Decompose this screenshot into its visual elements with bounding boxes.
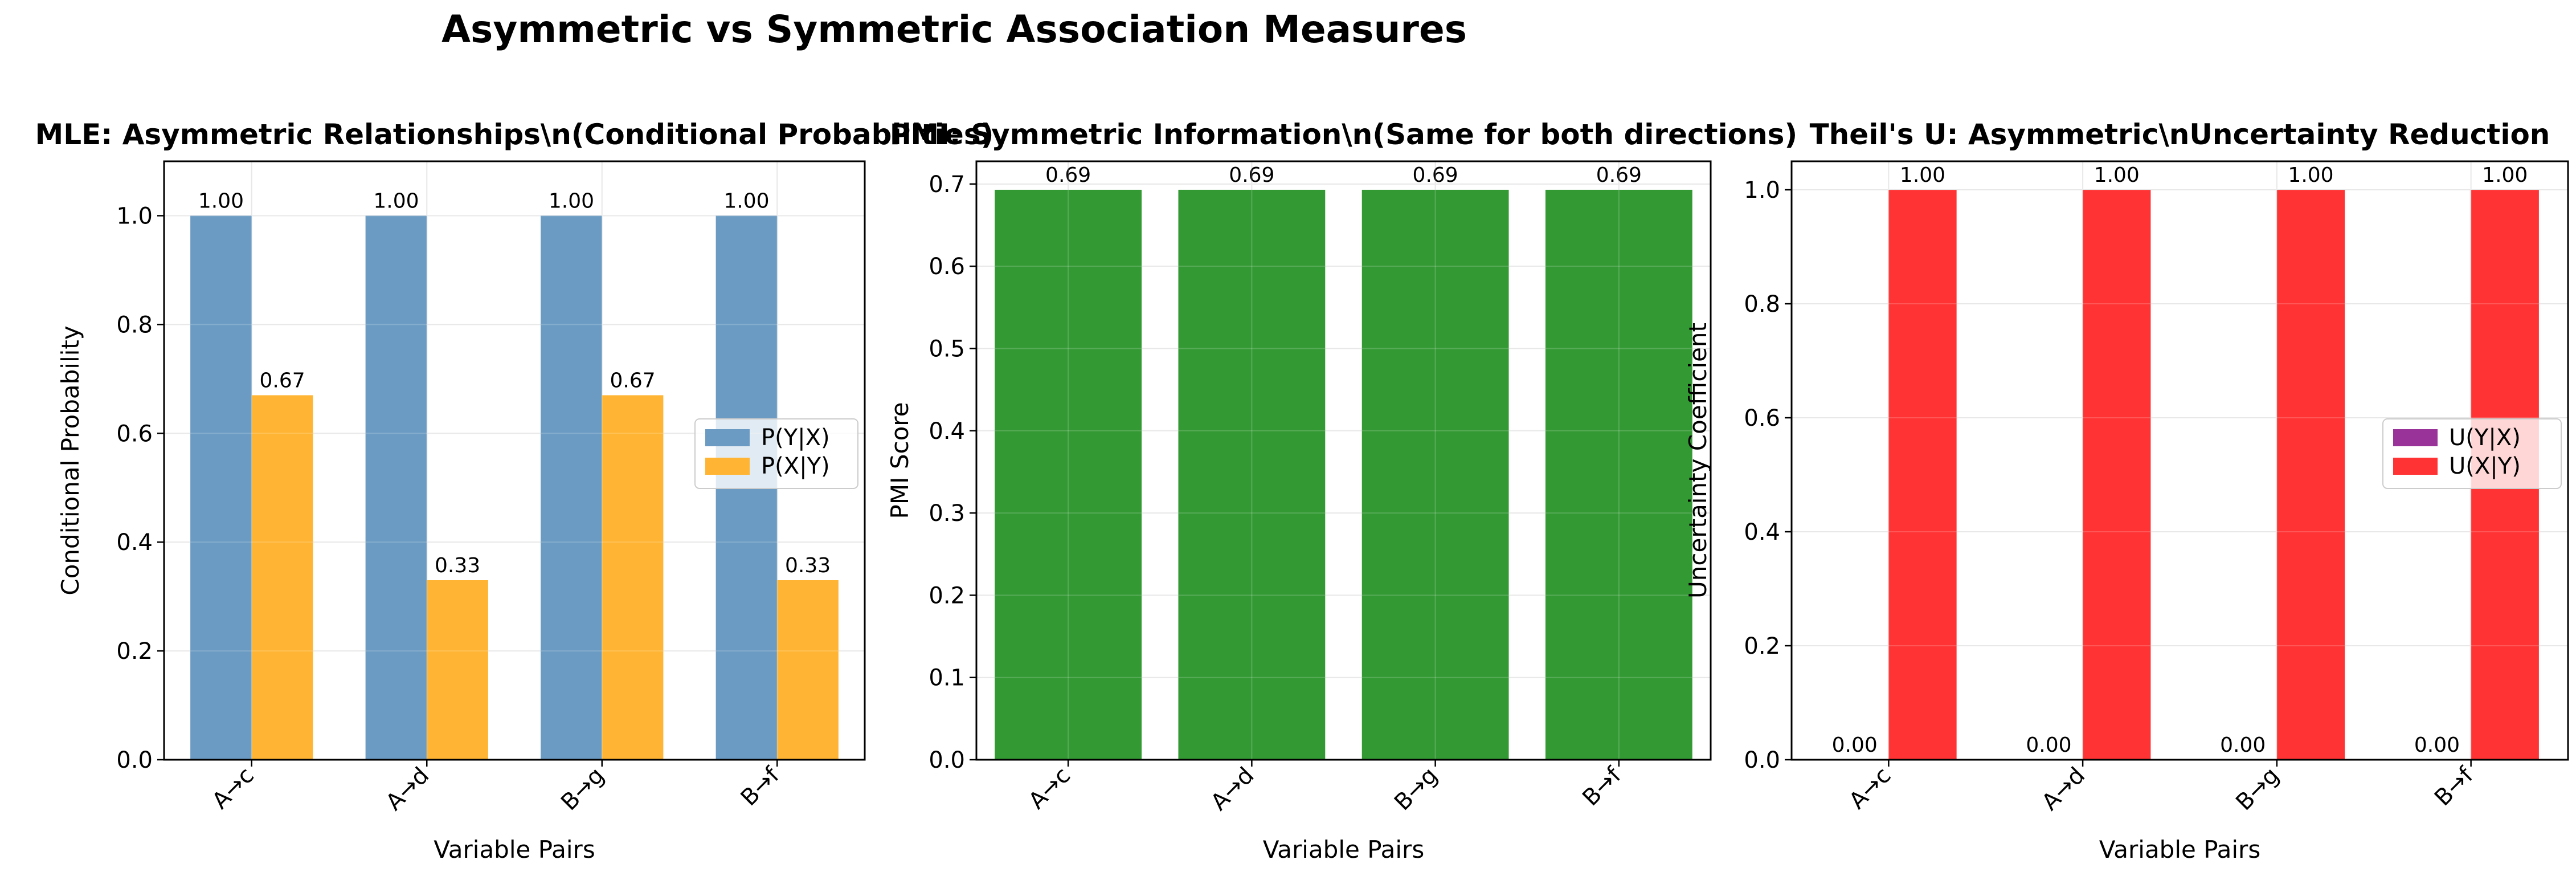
y-tick-label: 0.2 bbox=[1744, 633, 1780, 659]
x-axis-label: Variable Pairs bbox=[1263, 836, 1424, 863]
bar-value-label: 1.00 bbox=[2288, 164, 2333, 187]
bar-pxy-0 bbox=[251, 395, 313, 760]
bar-pxy-3 bbox=[777, 580, 839, 760]
y-tick-label: 1.0 bbox=[116, 203, 153, 229]
legend-swatch bbox=[705, 458, 750, 475]
bar-pxy-2 bbox=[602, 395, 664, 760]
y-tick-label: 0.0 bbox=[929, 747, 965, 773]
legend-label: U(Y|X) bbox=[2449, 425, 2521, 451]
bar-value-label: 1.00 bbox=[2482, 164, 2528, 187]
bar-value-label: 0.00 bbox=[2414, 734, 2460, 757]
axes-frame bbox=[975, 160, 1712, 761]
axes-frame bbox=[1790, 160, 2569, 761]
panel-title: PMI: Symmetric Information\n(Same for bo… bbox=[890, 118, 1797, 151]
bar-value-label: 0.69 bbox=[1045, 164, 1091, 187]
y-tick-label: 0.2 bbox=[116, 638, 153, 665]
x-axis-label: Variable Pairs bbox=[2099, 836, 2260, 863]
chart-panels: 0.0 0.2 0.4 0.6 0.8 1.0 1.00 1.00 1.00 1.00 0.67 0.… bbox=[35, 118, 2569, 863]
bar-value-label: 0.69 bbox=[1413, 164, 1458, 187]
bar-value-label: 1.00 bbox=[373, 189, 419, 213]
x-axis-label: Variable Pairs bbox=[434, 836, 595, 863]
bar-uxy-0 bbox=[1888, 190, 1957, 760]
y-tick-label: 1.0 bbox=[1744, 177, 1780, 203]
legend-swatch bbox=[2393, 458, 2438, 475]
y-tick-label: 0.4 bbox=[116, 529, 153, 556]
figure-suptitle: Asymmetric vs Symmetric Association Meas… bbox=[441, 7, 1467, 51]
panel-title: MLE: Asymmetric Relationships\n(Conditio… bbox=[35, 118, 994, 151]
bar-value-label: 1.00 bbox=[198, 189, 244, 213]
y-tick-label: 0.3 bbox=[929, 500, 965, 527]
y-axis-label: Conditional Probability bbox=[56, 325, 84, 595]
bar-uxy-2 bbox=[2276, 190, 2345, 760]
chart-panel-2: 0.0 0.1 0.2 0.3 0.4 0.5 0.6 0.7 0.69 0.69 0.69 0.69… bbox=[886, 118, 1797, 863]
y-axis-label: PMI Score bbox=[886, 402, 914, 519]
y-tick-label: 0.4 bbox=[929, 418, 965, 445]
y-tick-label: 0.4 bbox=[1744, 519, 1780, 545]
bar-pyx-0 bbox=[190, 215, 252, 760]
y-tick-label: 0.5 bbox=[929, 336, 965, 362]
y-tick-label: 0.0 bbox=[116, 747, 153, 773]
bar-value-label: 1.00 bbox=[549, 189, 594, 213]
legend-swatch bbox=[705, 429, 750, 446]
bar-value-label: 0.00 bbox=[2220, 734, 2266, 757]
bar-value-label: 0.69 bbox=[1229, 164, 1274, 187]
y-tick-label: 0.7 bbox=[929, 172, 965, 198]
chart-panel-1: 0.0 0.2 0.4 0.6 0.8 1.0 1.00 1.00 1.00 1.00 0.67 0.… bbox=[35, 118, 994, 863]
bar-value-label: 1.00 bbox=[2094, 164, 2140, 187]
y-tick-label: 0.6 bbox=[1744, 405, 1780, 431]
bar-value-label: 0.33 bbox=[785, 554, 831, 577]
y-axis-label: Uncertainty Coefficient bbox=[1684, 323, 1712, 598]
bar-pyx-1 bbox=[365, 215, 427, 760]
bar-value-label: 0.00 bbox=[1832, 734, 1878, 757]
y-tick-label: 0.8 bbox=[116, 312, 153, 338]
bar-value-label: 0.00 bbox=[2026, 734, 2071, 757]
legend-swatch bbox=[2393, 429, 2438, 446]
bar-value-label: 1.00 bbox=[723, 189, 769, 213]
bar-value-label: 0.67 bbox=[610, 369, 655, 392]
legend-label: P(Y|X) bbox=[761, 425, 830, 451]
bar-series-1 bbox=[1178, 189, 1326, 760]
bar-value-label: 0.33 bbox=[435, 554, 480, 577]
y-tick-label: 0.2 bbox=[929, 582, 965, 609]
y-tick-label: 0.6 bbox=[929, 254, 965, 280]
bar-pyx-2 bbox=[541, 215, 602, 760]
y-tick-label: 0.1 bbox=[929, 665, 965, 691]
legend-label: U(X|Y) bbox=[2449, 453, 2521, 479]
bar-value-label: 0.69 bbox=[1596, 164, 1642, 187]
y-tick-label: 0.8 bbox=[1744, 291, 1780, 317]
bar-series-2 bbox=[1361, 189, 1509, 760]
bar-value-label: 1.00 bbox=[1900, 164, 1945, 187]
panel-title: Theil's U: Asymmetric\nUncertainty Reduc… bbox=[1810, 118, 2550, 151]
bar-value-label: 0.67 bbox=[259, 369, 305, 392]
y-tick-label: 0.0 bbox=[1744, 747, 1780, 773]
bar-pxy-1 bbox=[427, 580, 488, 760]
bar-series-3 bbox=[1545, 189, 1692, 760]
bar-series-0 bbox=[995, 189, 1142, 760]
chart-panel-3: 0.0 0.2 0.4 0.6 0.8 1.0 0.00 0.00 0.00 0.00 1.00 1.… bbox=[1684, 118, 2569, 863]
legend-label: P(X|Y) bbox=[761, 453, 830, 479]
y-tick-label: 0.6 bbox=[116, 421, 153, 447]
bar-uxy-1 bbox=[2083, 190, 2151, 760]
axes-frame bbox=[163, 160, 866, 761]
